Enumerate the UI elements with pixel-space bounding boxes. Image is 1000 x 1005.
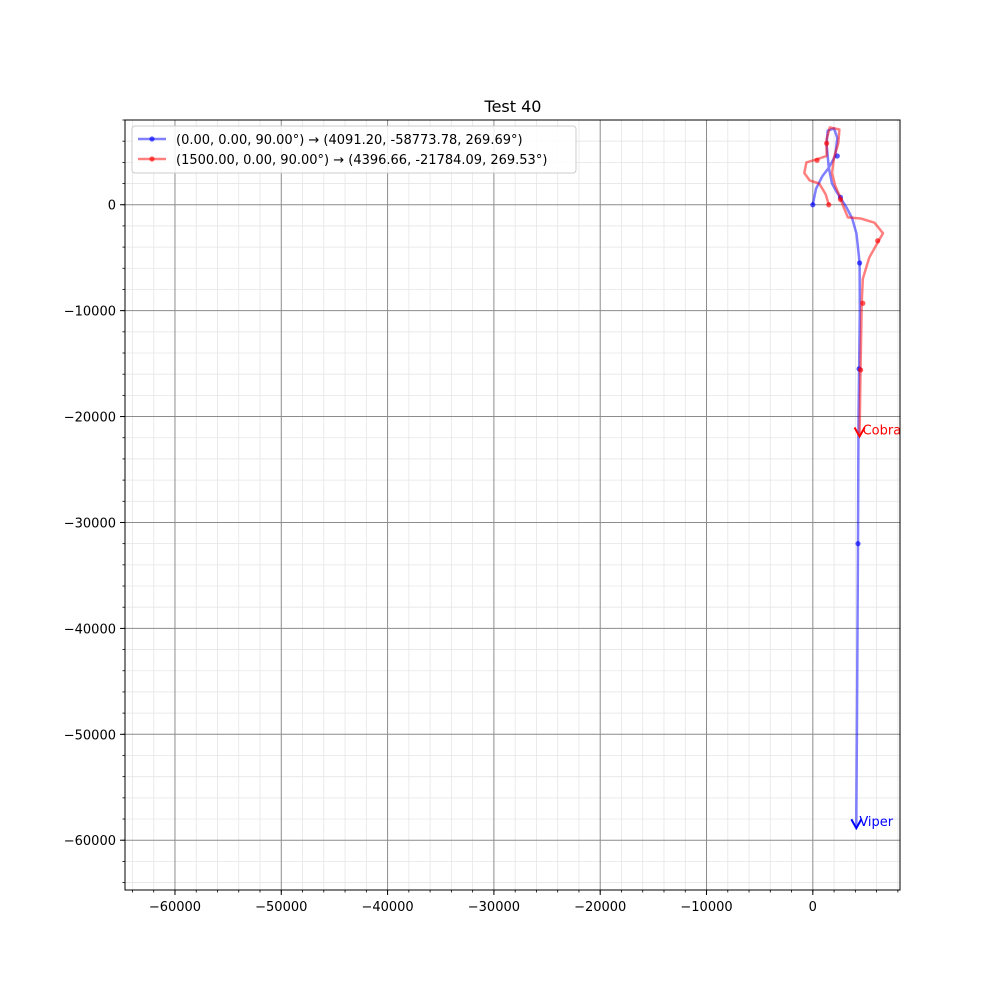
y-axis: 0 −10000 −20000 −30000 −40000 −50000 −60000 <box>64 119 125 883</box>
x-tick-label: −30000 <box>468 900 520 915</box>
data-point <box>826 202 832 208</box>
series-layer: Viper Cobra <box>803 126 902 831</box>
end-arrow <box>853 426 866 439</box>
legend-item-viper: (0.00, 0.00, 90.00°) → (4091.20, -58773.… <box>138 133 523 148</box>
data-point <box>837 196 844 203</box>
x-tick-label: 0 <box>809 900 817 915</box>
y-tick-label: −10000 <box>64 305 116 320</box>
legend-item-cobra: (1500.00, 0.00, 90.00°) → (4396.66, -217… <box>138 153 547 168</box>
data-point <box>858 367 864 373</box>
data-point <box>814 157 820 163</box>
y-tick-label: −60000 <box>64 834 116 849</box>
x-tick-label: −20000 <box>574 900 626 915</box>
plot-frame <box>124 119 901 891</box>
y-tick-label: −20000 <box>64 411 116 426</box>
axes-frame <box>124 119 901 891</box>
x-axis: −60000 −50000 −40000 −30000 −20000 −10000 0 <box>132 890 899 915</box>
y-tick-label: −50000 <box>64 728 116 743</box>
y-tick-label: 0 <box>108 199 116 214</box>
legend-marker <box>149 156 155 162</box>
chart-title: Test 40 <box>484 97 542 116</box>
y-tick-label: −40000 <box>64 622 116 637</box>
legend-label: (0.00, 0.00, 90.00°) → (4091.20, -58773.… <box>176 133 523 148</box>
y-tick-label: −30000 <box>64 516 116 531</box>
data-point <box>860 300 866 306</box>
end-arrow <box>850 818 863 831</box>
data-point <box>810 202 816 208</box>
legend: (0.00, 0.00, 90.00°) → (4091.20, -58773.… <box>131 125 577 174</box>
end-label: Cobra <box>863 423 902 438</box>
data-point <box>875 238 881 244</box>
data-point <box>855 541 861 547</box>
series-cobra: Cobra <box>803 126 902 439</box>
legend-label: (1500.00, 0.00, 90.00°) → (4396.66, -217… <box>176 153 547 168</box>
series-line <box>803 126 885 436</box>
x-tick-label: −40000 <box>361 900 413 915</box>
x-tick-label: −10000 <box>680 900 732 915</box>
legend-box <box>131 125 577 174</box>
legend-marker <box>149 136 155 142</box>
end-label: Viper <box>859 815 893 830</box>
data-point <box>857 260 863 266</box>
major-grid <box>125 120 900 890</box>
x-tick-label: −60000 <box>149 900 201 915</box>
data-point <box>824 140 830 146</box>
x-tick-label: −50000 <box>255 900 307 915</box>
